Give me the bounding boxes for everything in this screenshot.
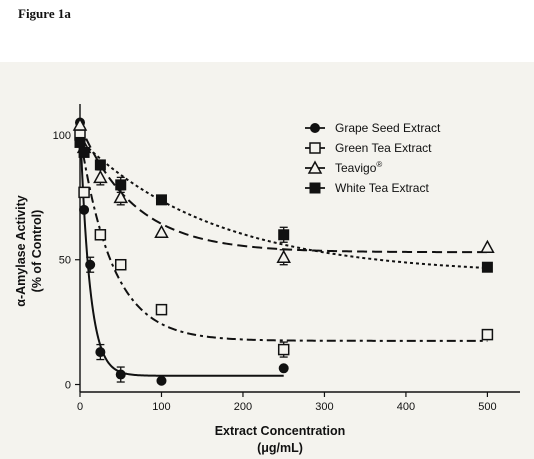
x-tick-label: 0 xyxy=(77,401,83,413)
y-axis-label: α-Amylase Activity xyxy=(14,195,28,306)
legend-label: White Tea Extract xyxy=(335,181,429,195)
data-point xyxy=(74,136,86,148)
data-point xyxy=(94,159,106,171)
data-point xyxy=(115,369,126,380)
x-tick-label: 200 xyxy=(234,401,252,413)
legend-marker xyxy=(309,142,321,154)
data-point xyxy=(78,146,90,158)
data-point xyxy=(85,259,96,270)
fit-curve xyxy=(79,139,488,269)
x-axis-label: Extract Concentration xyxy=(215,424,346,438)
legend-marker xyxy=(309,182,321,194)
data-point xyxy=(154,224,169,239)
y-axis-unit: (% of Control) xyxy=(30,210,44,293)
data-point xyxy=(156,375,167,386)
legend-label: Teavigo® xyxy=(335,160,382,175)
y-tick-label: 0 xyxy=(65,380,71,392)
y-tick-label: 50 xyxy=(59,255,71,267)
data-point xyxy=(481,328,494,341)
data-point xyxy=(155,303,168,316)
legend: Grape Seed Extract Green Tea Extract Teavi… xyxy=(305,121,441,195)
data-point xyxy=(79,204,90,215)
data-point xyxy=(113,189,129,204)
fit-curve xyxy=(79,122,284,377)
x-axis-unit: (μg/mL) xyxy=(257,441,303,455)
y-tick-label: 100 xyxy=(53,130,71,142)
data-point xyxy=(95,347,106,358)
legend-label: Grape Seed Extract xyxy=(335,121,441,135)
data-point xyxy=(78,186,90,199)
data-point xyxy=(94,229,107,241)
data-point xyxy=(278,229,290,241)
data-point xyxy=(72,117,88,131)
data-points xyxy=(72,117,495,386)
data-point xyxy=(277,343,290,356)
data-point xyxy=(155,194,167,206)
legend-marker xyxy=(307,160,323,174)
data-point xyxy=(480,239,495,254)
chart: 0 100 200 300 400 500 0 50 100 Grape Seed Extrac… xyxy=(14,104,520,455)
legend-marker xyxy=(310,123,320,133)
legend-label: Green Tea Extract xyxy=(335,141,432,155)
x-tick-label: 500 xyxy=(478,401,496,413)
x-tick-label: 300 xyxy=(315,401,333,413)
x-tick-label: 100 xyxy=(152,401,170,413)
legend-label-superscript: ® xyxy=(376,160,382,169)
x-tick-label: 400 xyxy=(397,401,415,413)
data-point xyxy=(276,249,291,263)
data-point xyxy=(278,363,289,374)
data-point xyxy=(114,258,127,271)
data-point xyxy=(93,169,108,184)
figure-header: Figure 1a xyxy=(0,0,534,62)
data-point xyxy=(481,261,493,273)
chart-panel: 0 100 200 300 400 500 0 50 100 Grape Seed Extrac… xyxy=(0,62,534,459)
figure-label: Figure 1a xyxy=(18,6,71,21)
data-point xyxy=(115,179,127,191)
